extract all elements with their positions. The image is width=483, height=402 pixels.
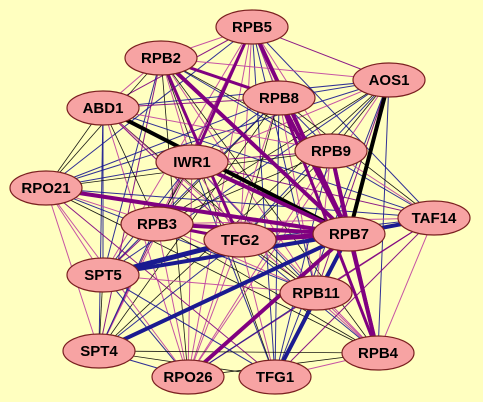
edge-aos1-rpb7-strong: [347, 78, 391, 236]
edge-rpb8-rpo21: [45, 97, 280, 189]
node-label: RPO21: [21, 180, 70, 197]
nodes-layer: RPB5 RPB2 AOS1 RPB8 ABD1 RPB9 IWR1 RPO21 TAF14 RP…: [9, 9, 471, 395]
node-rpb4[interactable]: RPB4: [341, 335, 415, 371]
node-shape: [341, 335, 415, 371]
node-shape: [9, 170, 83, 206]
node-shape: [120, 206, 194, 242]
node-iwr1[interactable]: IWR1: [155, 144, 229, 180]
node-rpo21[interactable]: RPO21: [9, 170, 83, 206]
edge-spt4-rpb7-strong: [97, 232, 351, 353]
edge-iwr1-taf14: [191, 161, 435, 219]
edge-abd1-taf14: [102, 107, 435, 219]
node-label: AOS1: [369, 72, 410, 89]
edge-spt4-rpb4: [98, 350, 379, 354]
node-label: RPB4: [358, 345, 399, 362]
edge-aos1-rpo26: [187, 79, 390, 378]
node-spt5[interactable]: SPT5: [66, 257, 140, 293]
node-shape: [66, 257, 140, 293]
node-label: SPT5: [84, 267, 122, 284]
edge-iwr1-spt4: [98, 161, 193, 352]
edge-rpo21-taf14: [45, 187, 435, 219]
edge-iwr1-rpb4: [191, 161, 379, 354]
node-shape: [238, 359, 312, 395]
edge-rpb9-rpb4-strong: [329, 149, 380, 355]
node-label: ABD1: [83, 100, 124, 117]
edge-rpb5-iwr1-strong: [190, 25, 254, 164]
edge-abd1-rpo26: [102, 107, 189, 378]
node-rpo26[interactable]: RPO26: [151, 359, 225, 395]
node-shape: [352, 62, 426, 98]
edge-spt5-rpo26: [102, 274, 189, 378]
node-label: TFG1: [256, 369, 294, 386]
node-rpb8[interactable]: RPB8: [242, 80, 316, 116]
node-label: TFG2: [221, 232, 259, 249]
node-shape: [155, 144, 229, 180]
node-rpb11[interactable]: RPB11: [279, 275, 353, 311]
edge-rpb8-rpb11: [278, 97, 317, 294]
node-rpb2[interactable]: RPB2: [124, 40, 198, 76]
node-label: RPB8: [259, 90, 299, 107]
edge-rpb9-tfg1: [274, 150, 332, 378]
node-shape: [294, 133, 368, 169]
node-shape: [312, 216, 386, 252]
edge-rpb2-aos1: [160, 57, 390, 81]
edge-rpo21-rpb11: [45, 187, 317, 294]
edge-aos1-rpb4: [377, 79, 390, 354]
node-label: RPB11: [292, 285, 340, 302]
edge-abd1-spt4: [98, 107, 104, 352]
node-taf14[interactable]: TAF14: [397, 200, 471, 236]
node-label: TAF14: [412, 210, 457, 227]
node-label: SPT4: [80, 343, 118, 360]
node-tfg1[interactable]: TFG1: [238, 359, 312, 395]
node-label: RPB3: [137, 216, 177, 233]
node-shape: [151, 359, 225, 395]
node-label: RPB9: [311, 143, 351, 160]
edge-aos1-spt5: [102, 79, 390, 276]
node-spt4[interactable]: SPT4: [62, 333, 136, 369]
node-tfg2[interactable]: TFG2: [203, 222, 277, 258]
edge-tfg2-rpo26: [187, 239, 241, 378]
edge-abd1-rpb9: [102, 107, 332, 152]
edge-tfg2-spt4: [98, 239, 241, 352]
edge-rpb2-rpb7-strong: [159, 56, 351, 236]
edge-rpb2-spt4: [98, 57, 162, 352]
edge-aos1-rpb11: [315, 79, 390, 294]
node-label: IWR1: [173, 154, 211, 171]
node-shape: [279, 275, 353, 311]
edge-taf14-rpb3: [156, 217, 435, 225]
edge-rpo21-rpb4: [45, 187, 379, 354]
node-label: RPB2: [141, 50, 181, 67]
edge-iwr1-tfg1: [191, 161, 276, 378]
edge-rpb2-spt5: [102, 57, 162, 276]
node-shape: [62, 333, 136, 369]
node-shape: [124, 40, 198, 76]
node-rpb7[interactable]: RPB7: [312, 216, 386, 252]
edge-rpo21-rpb7-strong: [44, 186, 351, 236]
edge-taf14-tfg1: [274, 217, 435, 378]
edge-spt5-tfg1: [102, 274, 276, 378]
edge-rpo26-rpb7-strong: [186, 232, 351, 379]
node-shape: [203, 222, 277, 258]
edge-taf14-rpb4: [377, 217, 435, 354]
node-label: RPO26: [163, 369, 212, 386]
node-aos1[interactable]: AOS1: [352, 62, 426, 98]
node-shape: [215, 9, 289, 45]
edge-rpb5-rpo21: [45, 26, 253, 189]
edge-rpb2-tfg1: [160, 57, 276, 378]
node-rpb9[interactable]: RPB9: [294, 133, 368, 169]
node-rpb3[interactable]: RPB3: [120, 206, 194, 242]
node-label: RPB7: [329, 226, 369, 243]
node-abd1[interactable]: ABD1: [66, 90, 140, 126]
node-shape: [66, 90, 140, 126]
node-shape: [397, 200, 471, 236]
node-label: RPB5: [232, 19, 272, 36]
node-shape: [242, 80, 316, 116]
edge-rpb5-rpb11: [251, 26, 317, 294]
edge-tfg2-tfg1: [239, 239, 276, 378]
edge-rpb5-tfg2: [239, 26, 253, 241]
edge-iwr1-rpo26: [187, 161, 193, 378]
node-rpb5[interactable]: RPB5: [215, 9, 289, 45]
edge-rpb8-tfg2: [239, 97, 280, 241]
